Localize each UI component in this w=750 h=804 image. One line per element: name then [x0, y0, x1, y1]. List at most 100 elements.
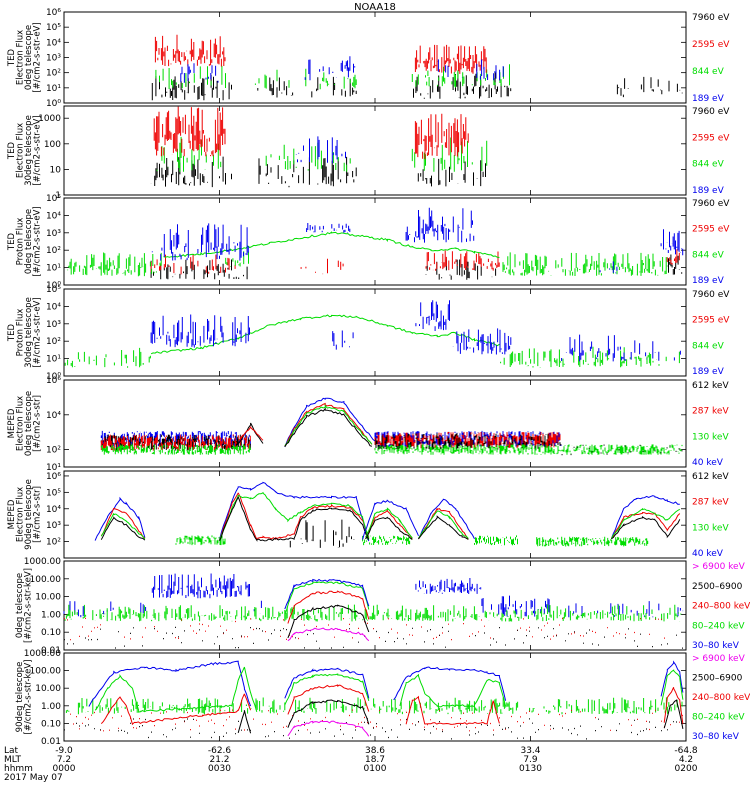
legend-entry: > 6900 keV — [692, 654, 746, 664]
y-tick-label: 10⁰ — [46, 99, 61, 109]
y-axis-label: TED — [7, 48, 17, 67]
series-line — [365, 516, 413, 540]
series-spikes — [153, 106, 226, 157]
y-tick-label: 10³ — [46, 521, 61, 531]
series-line — [284, 404, 373, 446]
series-red-smooth — [611, 511, 681, 539]
series-dots — [64, 617, 665, 641]
legend-entry: 7960 eV — [692, 290, 730, 300]
series-line — [287, 699, 370, 728]
series-green-noise — [175, 535, 649, 547]
y-tick-label: 10⁵ — [46, 488, 61, 498]
series-black-smooth — [237, 710, 252, 734]
series-green-spiky — [65, 605, 682, 650]
series-spikes — [425, 250, 500, 271]
y-axis-label: Electron Flux — [16, 487, 26, 542]
series-line — [284, 407, 373, 448]
series-spikes — [65, 697, 683, 715]
footer-row-label: 2017 May 07 — [4, 773, 63, 783]
series-line — [94, 666, 258, 713]
series-line — [418, 510, 469, 539]
series-line — [237, 710, 252, 734]
panel-meped-proton-90deg: 0.01 0.10 1.00 10.00 100.00 1000.00 90deg tele… — [15, 649, 750, 747]
series-line — [150, 314, 500, 355]
legend-entry: 30–80 keV — [692, 732, 740, 742]
legend-entry: 2595 eV — [692, 40, 730, 50]
legend-entry: 287 keV — [692, 407, 729, 417]
y-tick-label: 10⁶ — [46, 376, 61, 386]
y-axis-label: MEPED — [7, 408, 17, 438]
y-tick-label: 100.00 — [30, 575, 62, 585]
legend-entry: 7960 eV — [692, 199, 730, 209]
series-blue-spiky — [64, 573, 684, 650]
series-green-smooth — [284, 581, 370, 614]
series-green-spiky — [155, 64, 511, 102]
y-tick-label: 0.10 — [41, 628, 61, 638]
series-black-smooth — [365, 516, 413, 540]
series-blue-smooth — [393, 666, 507, 701]
series-line — [219, 491, 370, 540]
series-blue-smooth — [418, 498, 475, 540]
series-line — [100, 507, 146, 539]
legend-entry: 189 eV — [692, 367, 725, 377]
footer-mlt-value: 21.2 — [209, 755, 229, 765]
legend-entry: 130 keV — [692, 523, 729, 533]
y-tick-label: 10¹ — [46, 84, 61, 94]
series-black-smooth — [663, 699, 684, 729]
y-axis-label: 0deg telescope — [24, 209, 34, 274]
series-line — [100, 513, 146, 540]
series-spikes — [266, 143, 356, 195]
series-red-smooth — [100, 693, 252, 726]
series-red-smooth — [405, 695, 500, 725]
series-spikes — [481, 595, 550, 617]
series-black-smooth — [287, 604, 370, 639]
series-line — [418, 515, 469, 540]
series-red-smooth — [219, 492, 370, 541]
series-red-dots — [70, 709, 683, 732]
y-axis-label: Electron Flux — [16, 30, 26, 85]
legend-entry: 844 eV — [692, 67, 725, 77]
series-spikes — [254, 601, 262, 650]
series-green-spiky — [68, 251, 667, 284]
y-axis-label: 90deg telescope — [15, 662, 25, 733]
y-tick-label: 10³ — [46, 229, 61, 239]
series-green-smooth — [418, 510, 469, 539]
series-green-smooth — [284, 673, 370, 706]
series-spikes — [414, 113, 469, 160]
panel-frame — [63, 652, 687, 742]
panel-frame — [63, 197, 687, 286]
legend-entry: 612 keV — [692, 381, 729, 391]
panel-frame — [63, 379, 687, 468]
series-line — [365, 507, 413, 540]
series-line — [365, 509, 413, 540]
footer-row-label: MLT — [4, 755, 22, 765]
footer-lat-value: 33.4 — [520, 746, 540, 756]
series-red-spiky — [153, 106, 469, 160]
series-noise — [100, 444, 251, 455]
series-red-spiky — [151, 249, 682, 284]
y-axis-label: 0deg telescope — [24, 25, 34, 90]
legend-entry: 844 eV — [692, 160, 725, 170]
series-line — [163, 231, 500, 258]
series-spikes — [257, 76, 357, 98]
y-tick-label: 1.00 — [41, 702, 61, 712]
series-black-dots — [64, 718, 677, 740]
legend-entry: 2500–6900 — [692, 582, 743, 592]
series-line — [219, 492, 370, 541]
y-axis-label: TED — [7, 323, 17, 342]
series-line — [237, 422, 264, 445]
series-spikes — [616, 76, 683, 98]
series-black-dots — [561, 444, 683, 456]
y-tick-label: 10³ — [46, 54, 61, 64]
series-red-smooth — [365, 509, 413, 540]
footer-lat-value: -62.6 — [208, 746, 232, 756]
series-blue-spiky — [152, 207, 684, 285]
chart-title: NOAA18 — [354, 2, 396, 13]
series-blue-spiky — [181, 56, 512, 102]
y-axis-label: Electron Flux — [16, 123, 26, 178]
legend-entry: 40 keV — [692, 458, 724, 468]
series-noise — [474, 535, 518, 546]
series-noise — [536, 536, 649, 547]
